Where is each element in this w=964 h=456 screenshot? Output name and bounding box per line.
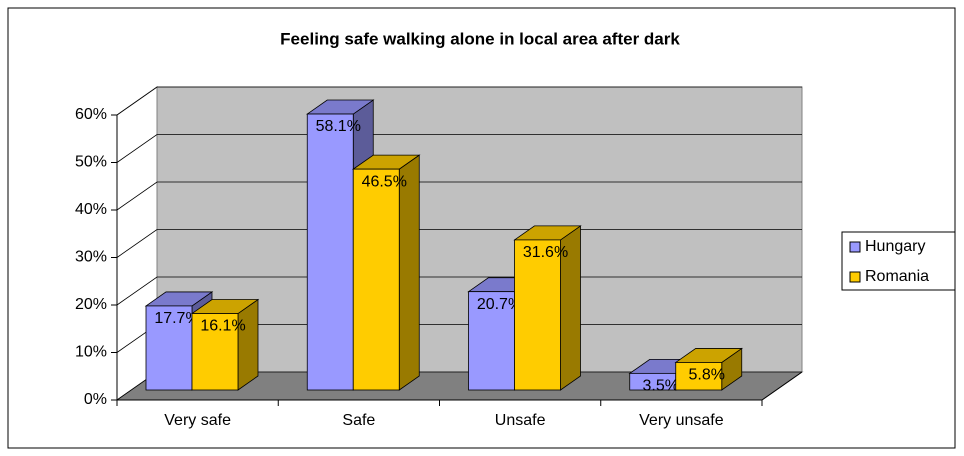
legend-box: [841, 231, 956, 291]
legend-label: Hungary: [865, 238, 925, 255]
y-tick-label: 50%: [75, 154, 107, 171]
x-tick-label: Safe: [342, 412, 375, 429]
grid-line: [116, 181, 802, 211]
bar: [145, 305, 193, 391]
y-tick-label: 0%: [84, 391, 107, 408]
legend-label: Romania: [865, 268, 929, 285]
data-label: 3.5%: [643, 378, 679, 395]
bar: [191, 313, 239, 391]
y-tick-label: 20%: [75, 296, 107, 313]
legend-swatch: [849, 241, 861, 253]
grid-line: [116, 229, 802, 258]
legend-swatch: [849, 271, 861, 283]
chart-title: Feeling safe walking alone in local area…: [280, 29, 680, 48]
data-label: 16.1%: [200, 318, 245, 335]
data-label: 17.7%: [154, 310, 199, 327]
bar: [352, 168, 400, 391]
bar: [306, 113, 354, 391]
data-label: 58.1%: [316, 118, 361, 135]
y-tick-label: 10%: [75, 344, 107, 361]
y-tick-label: 40%: [75, 201, 107, 218]
grid-line: [116, 86, 802, 116]
y-tick-label: 30%: [75, 249, 107, 266]
bar: [514, 239, 561, 391]
data-label: 31.6%: [523, 244, 568, 261]
x-tick-label: Very safe: [164, 412, 231, 429]
bar-side: [237, 298, 259, 391]
data-label: 20.7%: [477, 296, 522, 313]
data-label: 46.5%: [362, 173, 407, 190]
x-tick-label: Very unsafe: [639, 412, 724, 429]
y-tick-label: 60%: [75, 106, 107, 123]
bar: [468, 291, 515, 391]
floor-edge: [761, 371, 803, 401]
data-label: 5.8%: [689, 367, 725, 384]
grid-line: [116, 276, 802, 306]
grid-line: [116, 134, 802, 163]
x-tick-label: Unsafe: [495, 412, 546, 429]
bar: [675, 362, 723, 391]
